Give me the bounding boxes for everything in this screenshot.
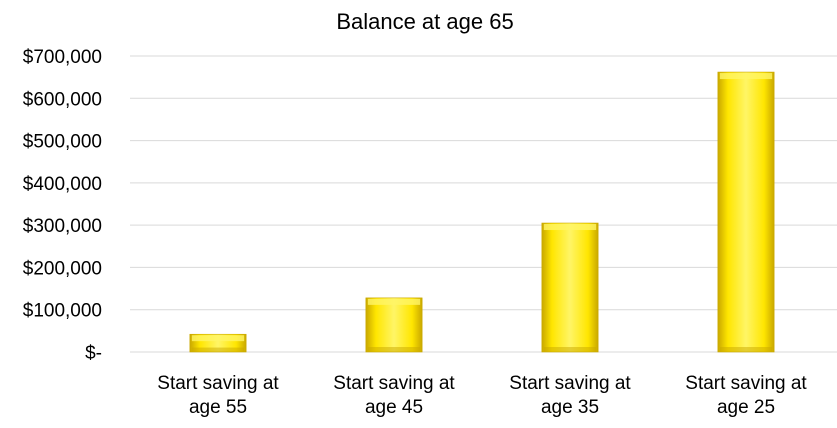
bar-bevel-top: [719, 73, 773, 80]
y-tick-label: $600,000: [23, 89, 102, 110]
x-category-label: Start saving at age 35: [509, 373, 631, 418]
bar-bevel-top: [191, 335, 245, 342]
x-category-label: Start saving at age 45: [333, 373, 455, 418]
bar-bevel-bottom: [719, 347, 773, 352]
bars: [189, 71, 775, 353]
chart-title: Balance at age 65: [336, 9, 513, 34]
bar-bevel-bottom: [543, 347, 597, 352]
y-tick-label: $500,000: [23, 132, 102, 153]
bar: [717, 71, 775, 353]
y-tick-label: $400,000: [23, 174, 102, 195]
bar: [365, 297, 423, 353]
bar-bevel-top: [367, 298, 421, 305]
y-tick-label: $200,000: [23, 258, 102, 279]
y-tick-label: $100,000: [23, 301, 102, 322]
y-tick-label: $700,000: [23, 47, 102, 68]
bar-bevel-bottom: [367, 347, 421, 352]
bar-bevel-bottom: [191, 347, 245, 352]
y-tick-label: $-: [85, 343, 102, 364]
y-tick-label: $300,000: [23, 216, 102, 237]
bar-body: [717, 71, 775, 353]
bar-body: [541, 222, 599, 353]
bar-body: [365, 297, 423, 353]
y-axis-tick-labels: $- $100,000 $200,000 $300,000 $400,000 $500,0…: [23, 47, 102, 364]
x-category-label: Start saving at age 55: [157, 373, 279, 418]
gridlines: [130, 55, 837, 353]
x-category-label: Start saving at age 25: [685, 373, 807, 418]
x-axis-category-labels: Start saving at age 55 Start saving at age …: [157, 373, 807, 418]
bar: [189, 333, 247, 353]
bar: [541, 222, 599, 353]
bar-bevel-top: [543, 224, 597, 231]
